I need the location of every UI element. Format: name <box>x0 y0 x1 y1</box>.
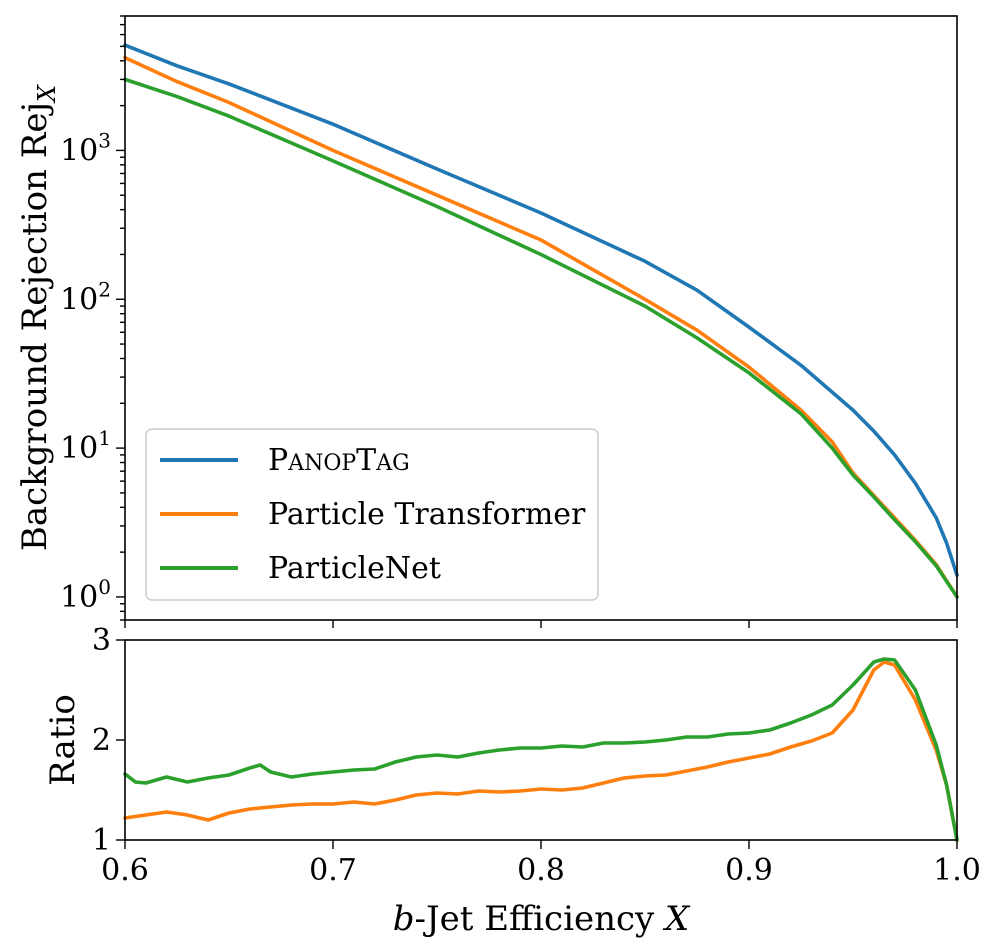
y-tick-label: 100 <box>60 575 111 615</box>
ratio-y-tick-label: 2 <box>92 723 111 758</box>
legend-label: Particle Transformer <box>268 497 586 532</box>
series-line-panoptag <box>123 43 959 578</box>
main-x-ticks <box>124 620 958 628</box>
ratio-series-group <box>123 657 959 842</box>
main-panel: 100 101 102 103 Background Rejection RejX P… <box>15 15 959 628</box>
x-axis-title: b-Jet Efficiency X <box>393 899 691 939</box>
main-plot-frame <box>124 15 958 621</box>
ratio-line-particle-transformer <box>123 660 959 842</box>
ratio-y-tick-label: 1 <box>92 823 111 858</box>
ratio-x-ticks: 0.6 0.7 0.8 0.9 1.0 <box>101 840 981 888</box>
main-y-axis-title: Background Rejection RejX <box>15 84 61 551</box>
series-line-particlenet <box>123 77 959 599</box>
main-y-ticks: 100 101 102 103 <box>60 15 125 621</box>
main-series-group <box>123 43 959 599</box>
ratio-y-ticks: 1 2 3 <box>92 623 125 858</box>
x-tick-label: 1.0 <box>933 853 981 888</box>
ratio-plot-frame <box>124 639 958 841</box>
legend-label: PANOPTAG <box>268 443 410 478</box>
ratio-line-particlenet <box>123 657 959 842</box>
legend-box <box>145 428 599 601</box>
ratio-y-tick-label: 3 <box>92 623 111 658</box>
legend: PANOPTAG Particle Transformer ParticleNet <box>145 428 599 601</box>
x-tick-label: 0.8 <box>517 853 565 888</box>
legend-label: ParticleNet <box>268 551 441 586</box>
y-tick-label: 102 <box>60 277 111 317</box>
x-tick-label: 0.6 <box>101 853 149 888</box>
y-tick-label: 101 <box>60 426 111 466</box>
ratio-y-axis-title: Ratio <box>43 694 83 786</box>
x-tick-label: 0.7 <box>309 853 357 888</box>
x-tick-label: 0.9 <box>725 853 773 888</box>
ratio-panel: 1 2 3 0.6 0.7 0.8 0.9 1.0 Ratio b-Jet Efficien… <box>43 623 981 939</box>
legend-entries: PANOPTAG Particle Transformer ParticleNet <box>160 443 586 586</box>
y-tick-label: 103 <box>60 128 111 168</box>
